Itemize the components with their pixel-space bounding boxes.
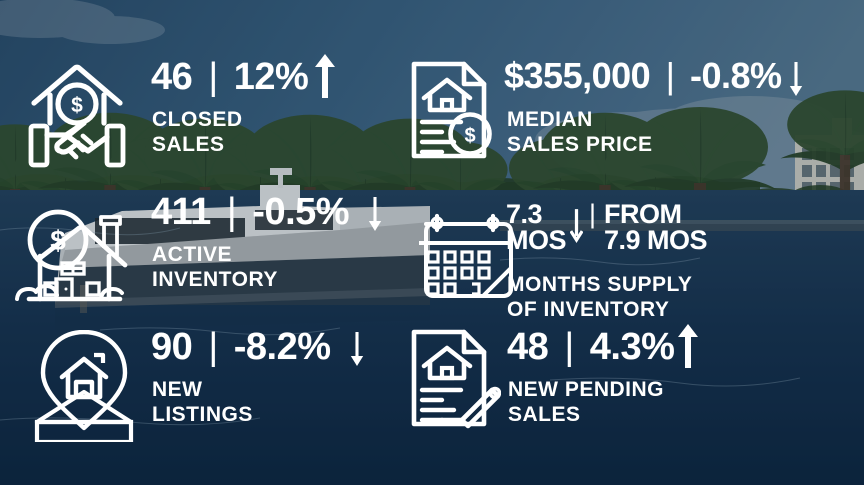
svg-text:$: $: [464, 125, 475, 147]
svg-text:$: $: [50, 225, 66, 256]
svg-text:$: $: [71, 94, 83, 117]
